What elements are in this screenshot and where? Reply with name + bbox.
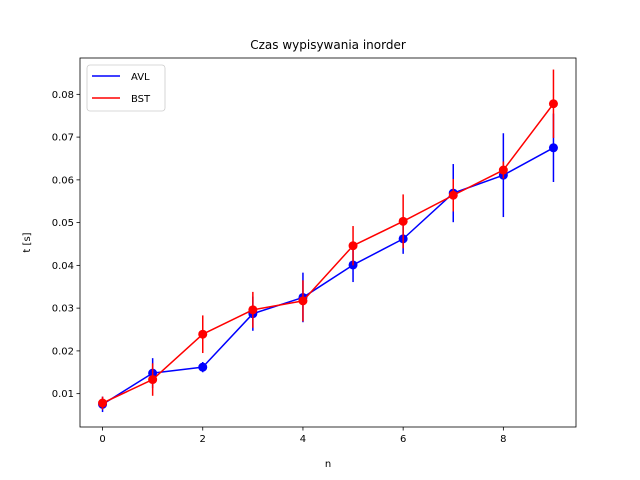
y-tick-label: 0.07 xyxy=(52,133,74,144)
data-point-bst xyxy=(148,375,158,385)
data-point-bst xyxy=(348,241,358,251)
legend-label-avl: AVL xyxy=(131,72,150,83)
x-tick-label: 0 xyxy=(99,434,105,445)
y-tick-label: 0.01 xyxy=(52,389,74,400)
y-tick-label: 0.06 xyxy=(52,175,74,186)
x-tick-label: 2 xyxy=(200,434,206,445)
data-point-avl xyxy=(548,143,558,153)
data-point-bst xyxy=(448,190,458,200)
x-tick-label: 4 xyxy=(300,434,306,445)
legend-label-bst: BST xyxy=(131,94,151,105)
y-tick-label: 0.03 xyxy=(52,304,74,315)
data-point-bst xyxy=(298,296,308,306)
series-avl xyxy=(98,113,558,413)
x-axis-label: n xyxy=(325,459,331,470)
y-tick-label: 0.05 xyxy=(52,218,74,229)
data-point-bst xyxy=(398,216,408,226)
data-point-bst xyxy=(248,305,258,315)
data-point-bst xyxy=(498,165,508,175)
y-axis-label: t [s] xyxy=(22,232,33,252)
chart-title: Czas wypisywania inorder xyxy=(250,38,406,52)
data-point-avl xyxy=(198,362,208,372)
x-tick-label: 6 xyxy=(400,434,406,445)
y-tick-label: 0.04 xyxy=(52,261,74,272)
plot-area xyxy=(80,58,576,427)
series-layer xyxy=(98,69,558,413)
y-tick-label: 0.02 xyxy=(52,346,74,357)
data-point-bst xyxy=(548,99,558,109)
y-tick-label: 0.08 xyxy=(52,90,74,101)
plot-frame xyxy=(79,57,577,428)
legend: AVL BST xyxy=(86,64,166,112)
ticks-layer: 0 2 4 6 8 0.01 0.02 0.03 0.04 0.05 0.06 0.07 0.08 xyxy=(52,90,507,445)
data-point-bst xyxy=(98,398,108,408)
series-bst xyxy=(98,69,558,410)
data-point-bst xyxy=(198,329,208,339)
series-line-avl xyxy=(102,147,554,405)
x-tick-label: 8 xyxy=(500,434,506,445)
series-line-bst xyxy=(102,103,555,404)
legend-box xyxy=(86,64,166,112)
